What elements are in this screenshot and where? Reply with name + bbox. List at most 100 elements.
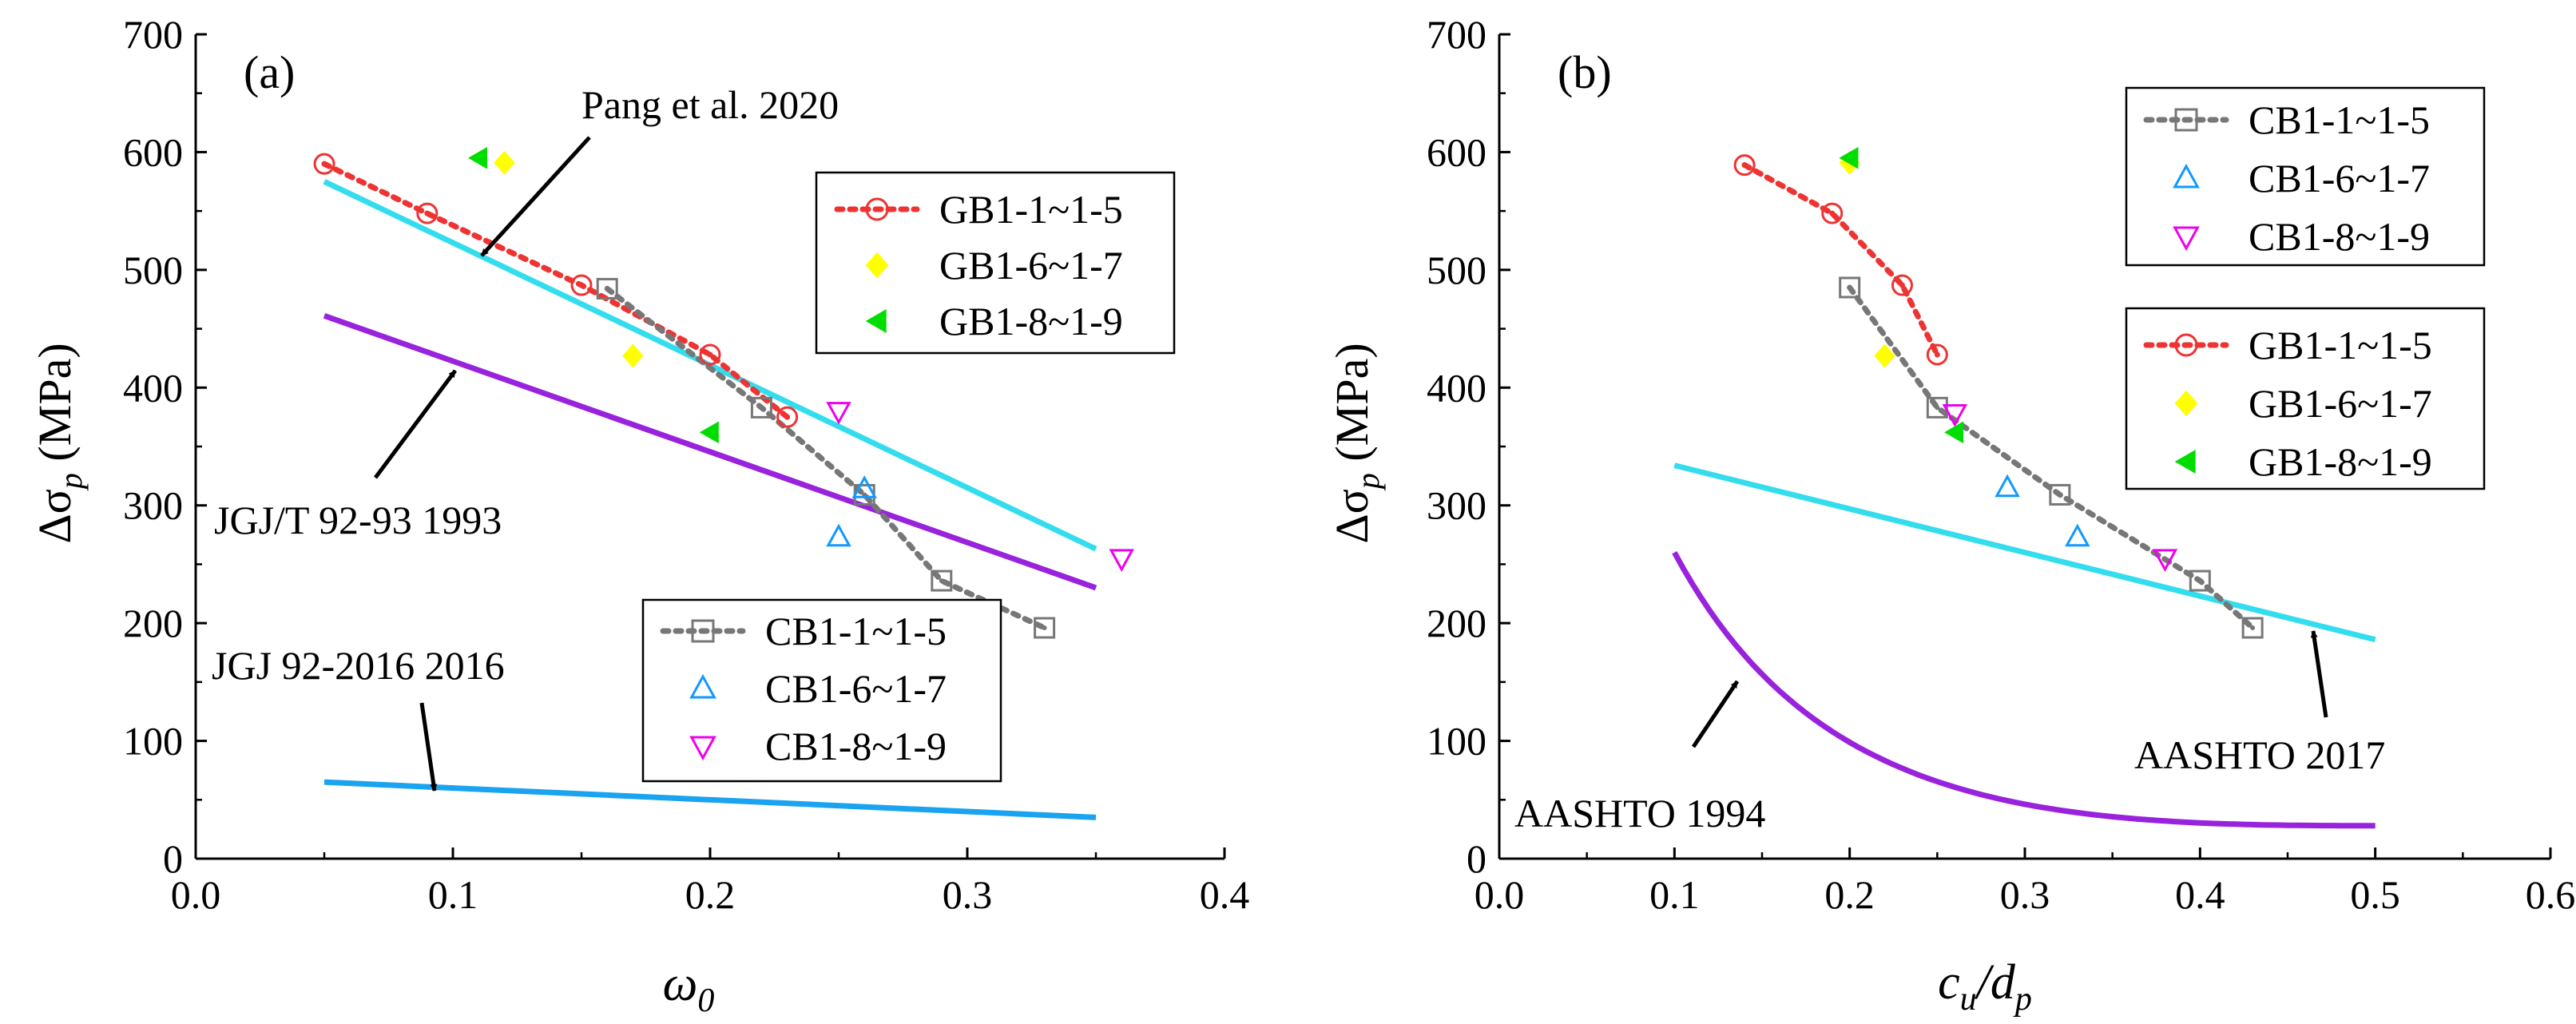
- legend-label-cb1-8-1-9: CB1-8~1-9: [765, 724, 947, 768]
- data-point-gb1-1-1-5: [570, 274, 593, 296]
- panel-a-legend-gb: GB1-1~1-5 GB1-6~1-7 GB1-8~1-9: [815, 171, 1176, 355]
- y-tick-label: 600: [123, 129, 183, 174]
- y-tick-label: 600: [1427, 129, 1486, 174]
- annotation-aashto-2017-arrow: [2310, 630, 2328, 718]
- data-point-cb1-1-1-5: [596, 277, 618, 300]
- x-tick-label: 0.2: [1824, 872, 1875, 917]
- legend-label-gb1-6-1-7: GB1-6~1-7: [939, 243, 1123, 288]
- legend-label-cb1-1-1-5: CB1-1~1-5: [2249, 97, 2430, 142]
- legend-label-cb1-8-1-9: CB1-8~1-9: [2249, 214, 2430, 259]
- x-tick-label: 0.0: [1475, 872, 1525, 917]
- x-tick-label: 0.3: [2000, 872, 2050, 917]
- legend-marker-cb1-1-1-5: [2174, 108, 2198, 132]
- panel-a-points: [313, 147, 1134, 639]
- x-tick-label: 0.6: [2526, 872, 2576, 917]
- x-tick-label: 0.0: [171, 872, 221, 917]
- annotation-aashto-1994-arrow: [1691, 680, 1740, 748]
- panel-b-legend-gb: GB1-1~1-5 GB1-6~1-7 GB1-8~1-9: [2125, 307, 2486, 490]
- annotation-aashto-2017: AASHTO 2017: [2134, 732, 2385, 777]
- data-point-cb1-1-1-5: [931, 570, 953, 592]
- data-point-gb1-6-1-7: [622, 343, 644, 368]
- annotation-aashto-1994: AASHTO 1994: [1514, 791, 1765, 835]
- data-point-cb1-8-1-9: [826, 402, 851, 425]
- legend-marker-gb1-8-1-9: [865, 309, 887, 333]
- legend-label-gb1-8-1-9: GB1-8~1-9: [939, 299, 1123, 343]
- legend-marker-gb1-1-1-5: [2174, 333, 2198, 357]
- data-point-cb1-8-1-9: [1109, 549, 1134, 572]
- y-tick-label: 500: [1427, 248, 1486, 292]
- legend-marker-gb1-6-1-7: [865, 252, 889, 279]
- x-tick-label: 0.1: [428, 872, 478, 917]
- panel-b-points: [1733, 147, 2264, 639]
- x-tick-label: 0.4: [1200, 872, 1250, 917]
- x-tick-label: 0.1: [1649, 872, 1700, 917]
- y-tick-label: 400: [123, 365, 183, 410]
- legend-marker-cb1-6-1-7: [2173, 163, 2200, 189]
- annotation-jgj-2016-arrow: [419, 702, 438, 792]
- panel-b: 0 100 200 300 400 500 600 700 0.0 0.1 0.2 0.3 0.4 0.5…: [1326, 12, 2575, 1018]
- legend-marker-cb1-6-1-7: [689, 673, 716, 699]
- data-point-cb1-1-1-5: [2241, 617, 2264, 639]
- panel-a-xlabel: ω0: [663, 957, 715, 1019]
- panel-b-xlabel: cu/dp: [1938, 955, 2032, 1018]
- y-tick-label: 700: [123, 12, 183, 57]
- panel-a-ylabel: Δσp (MPa): [29, 343, 89, 543]
- y-tick-label: 100: [1427, 719, 1486, 764]
- model-curve-aashto-1994: [1672, 551, 2376, 829]
- data-point-gb1-8-1-9: [699, 421, 719, 444]
- data-point-cb1-1-1-5: [2049, 483, 2071, 506]
- data-point-gb1-1-1-5: [1891, 274, 1913, 296]
- legend-marker-gb1-1-1-5: [865, 197, 889, 221]
- data-point-cb1-8-1-9: [2152, 549, 2178, 572]
- y-tick-label: 400: [1427, 365, 1486, 410]
- y-tick-label: 0: [1467, 836, 1486, 881]
- legend-marker-gb1-6-1-7: [2174, 390, 2198, 417]
- data-point-gb1-1-1-5: [1821, 202, 1844, 224]
- data-point-cb1-6-1-7: [2065, 523, 2090, 547]
- data-point-cb1-1-1-5: [1839, 276, 1861, 299]
- x-tick-label: 0.2: [685, 872, 736, 917]
- panel-b-ylabel: Δσp (MPa): [1326, 343, 1386, 543]
- panel-b-curves: [1672, 462, 2376, 829]
- data-point-gb1-1-1-5: [776, 406, 799, 428]
- data-point-cb1-1-1-5: [2189, 570, 2211, 592]
- y-tick-label: 100: [123, 719, 183, 764]
- data-point-gb1-1-1-5: [313, 153, 335, 175]
- data-point-cb1-6-1-7: [826, 523, 851, 547]
- legend-label-gb1-1-1-5: GB1-1~1-5: [2249, 323, 2432, 367]
- annotation-jgjt-1993-arrow: [373, 369, 458, 479]
- x-tick-label: 0.4: [2175, 872, 2225, 917]
- annotation-jgj-2016: JGJ 92-2016 2016: [212, 643, 505, 688]
- trend-line-gb1-1-1-5: [1741, 162, 1940, 358]
- legend-label-cb1-6-1-7: CB1-6~1-7: [2249, 156, 2430, 200]
- y-tick-label: 300: [123, 483, 183, 528]
- panel-b-legend-cb: CB1-1~1-5 CB1-6~1-7 CB1-8~1-9: [2125, 86, 2486, 267]
- legend-marker-gb1-8-1-9: [2174, 450, 2196, 474]
- y-tick-label: 200: [1427, 601, 1486, 645]
- data-point-gb1-8-1-9: [1839, 147, 1859, 169]
- data-point-cb1-6-1-7: [1995, 474, 2020, 498]
- x-tick-label: 0.5: [2350, 872, 2400, 917]
- annotation-jgjt-1993: JGJ/T 92-93 1993: [214, 498, 502, 542]
- legend-marker-cb1-8-1-9: [2173, 226, 2200, 252]
- data-point-gb1-6-1-7: [1874, 343, 1895, 368]
- y-tick-label: 500: [123, 248, 183, 292]
- y-tick-label: 700: [1427, 12, 1486, 57]
- annotation-pang-2020-arrow: [480, 136, 591, 257]
- panel-a-legend-cb: CB1-1~1-5 CB1-6~1-7 CB1-8~1-9: [641, 598, 1002, 783]
- data-point-gb1-1-1-5: [699, 343, 721, 366]
- data-point-cb1-6-1-7: [851, 475, 877, 498]
- y-tick-label: 0: [163, 836, 183, 881]
- panel-a-label: (a): [244, 46, 295, 98]
- legend-label-gb1-1-1-5: GB1-1~1-5: [939, 187, 1123, 232]
- panel-a-axes: 0 100 200 300 400 500 600 700 0.0 0.1 0.2 0.3 0.4: [123, 12, 1249, 917]
- panel-a: 0 100 200 300 400 500 600 700 0.0 0.1 0.2 0.3 0.4 (a…: [29, 12, 1249, 1019]
- legend-marker-cb1-8-1-9: [689, 736, 716, 761]
- data-point-cb1-1-1-5: [1034, 617, 1056, 639]
- data-point-gb1-6-1-7: [494, 150, 515, 175]
- legend-marker-cb1-1-1-5: [691, 619, 715, 643]
- data-point-cb1-1-1-5: [750, 396, 772, 419]
- data-point-cb1-8-1-9: [1942, 404, 1968, 427]
- y-tick-label: 200: [123, 601, 183, 645]
